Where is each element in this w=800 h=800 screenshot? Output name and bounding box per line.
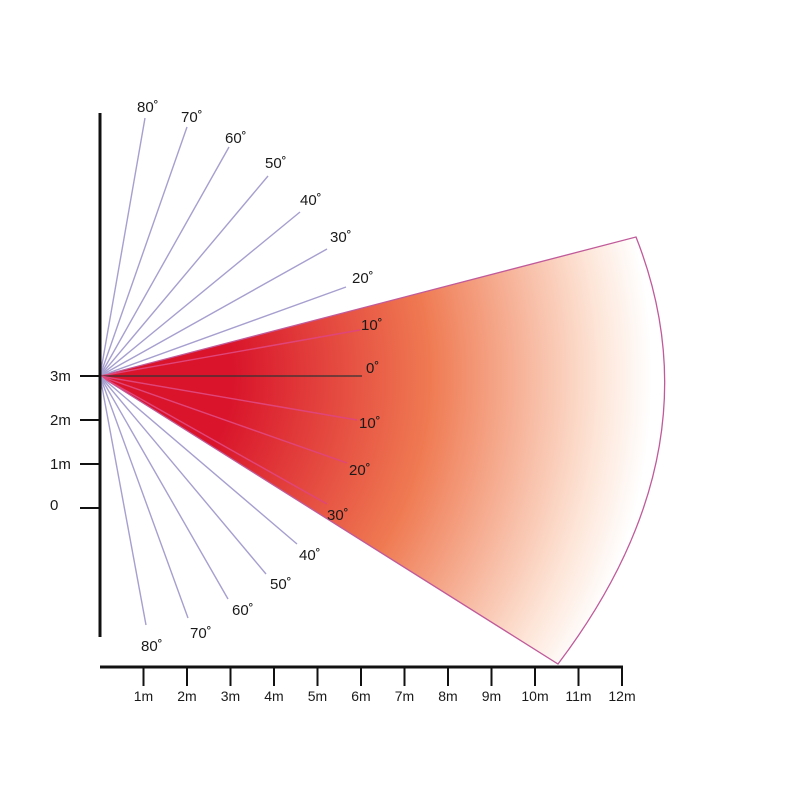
ray-up-70	[99, 126, 188, 377]
ray-down-70	[99, 375, 189, 619]
ray-up-20	[99, 286, 347, 377]
ray-up-10	[99, 329, 361, 377]
angle-label-down-40: 40˚	[299, 547, 321, 564]
ray-up-80	[99, 117, 146, 377]
angle-rays	[99, 117, 362, 626]
distance-label-9m: 9m	[482, 688, 501, 704]
angle-labels: 80˚ 70˚ 60˚ 50˚ 40˚ 30˚ 20˚ 10˚ 0˚ 10˚ 20˚ 30˚ 40˚ 50…	[137, 99, 383, 655]
angle-label-down-80: 80˚	[141, 638, 163, 655]
distance-label-5m: 5m	[308, 688, 327, 704]
distance-label-6m: 6m	[351, 688, 370, 704]
distance-label-2m: 2m	[177, 688, 196, 704]
angle-label-up-70: 70˚	[181, 109, 203, 126]
angle-label-down-10: 10˚	[359, 415, 381, 432]
angle-label-up-30: 30˚	[330, 229, 352, 246]
distance-label-10m: 10m	[521, 688, 548, 704]
angle-label-up-50: 50˚	[265, 155, 287, 172]
angle-label-up-10: 10˚	[361, 317, 383, 334]
angle-label-up-20: 20˚	[352, 270, 374, 287]
distance-label-7m: 7m	[395, 688, 414, 704]
angle-label-down-50: 50˚	[270, 576, 292, 593]
ray-up-50	[99, 175, 269, 377]
ray-down-30	[99, 375, 328, 505]
ray-up-40	[99, 211, 301, 377]
distance-label-11m: 11m	[565, 688, 591, 704]
height-ticks	[80, 375, 100, 509]
distance-ticks	[142, 667, 623, 686]
ray-up-60	[99, 146, 230, 377]
distance-label-12m: 12m	[608, 688, 635, 704]
height-label-3m: 3m	[50, 368, 71, 385]
angle-label-up-60: 60˚	[225, 130, 247, 147]
angle-label-center: 0˚	[366, 360, 379, 377]
height-label-1m: 1m	[50, 456, 71, 473]
distance-label-3m: 3m	[221, 688, 240, 704]
ray-down-40	[99, 375, 298, 545]
angle-label-up-40: 40˚	[300, 192, 322, 209]
ray-down-50	[99, 375, 267, 575]
angle-label-down-60: 60˚	[232, 602, 254, 619]
height-label-0: 0	[50, 497, 58, 514]
detection-cone	[98, 236, 666, 665]
ray-down-20	[99, 375, 348, 464]
distance-labels: 1m 2m 3m 4m 5m 6m 7m 8m 9m 10m 11m 12m	[134, 688, 636, 704]
distance-label-1m: 1m	[134, 688, 153, 704]
height-label-2m: 2m	[50, 412, 71, 429]
ray-down-80	[99, 375, 147, 626]
angle-label-down-20: 20˚	[349, 462, 371, 479]
angle-label-down-70: 70˚	[190, 625, 212, 642]
distance-label-4m: 4m	[264, 688, 283, 704]
angle-label-down-30: 30˚	[327, 507, 349, 524]
distance-label-8m: 8m	[438, 688, 457, 704]
ray-up-30	[99, 248, 328, 377]
angle-label-up-80: 80˚	[137, 99, 159, 116]
ray-down-10	[99, 375, 358, 421]
ray-down-60	[99, 375, 229, 600]
